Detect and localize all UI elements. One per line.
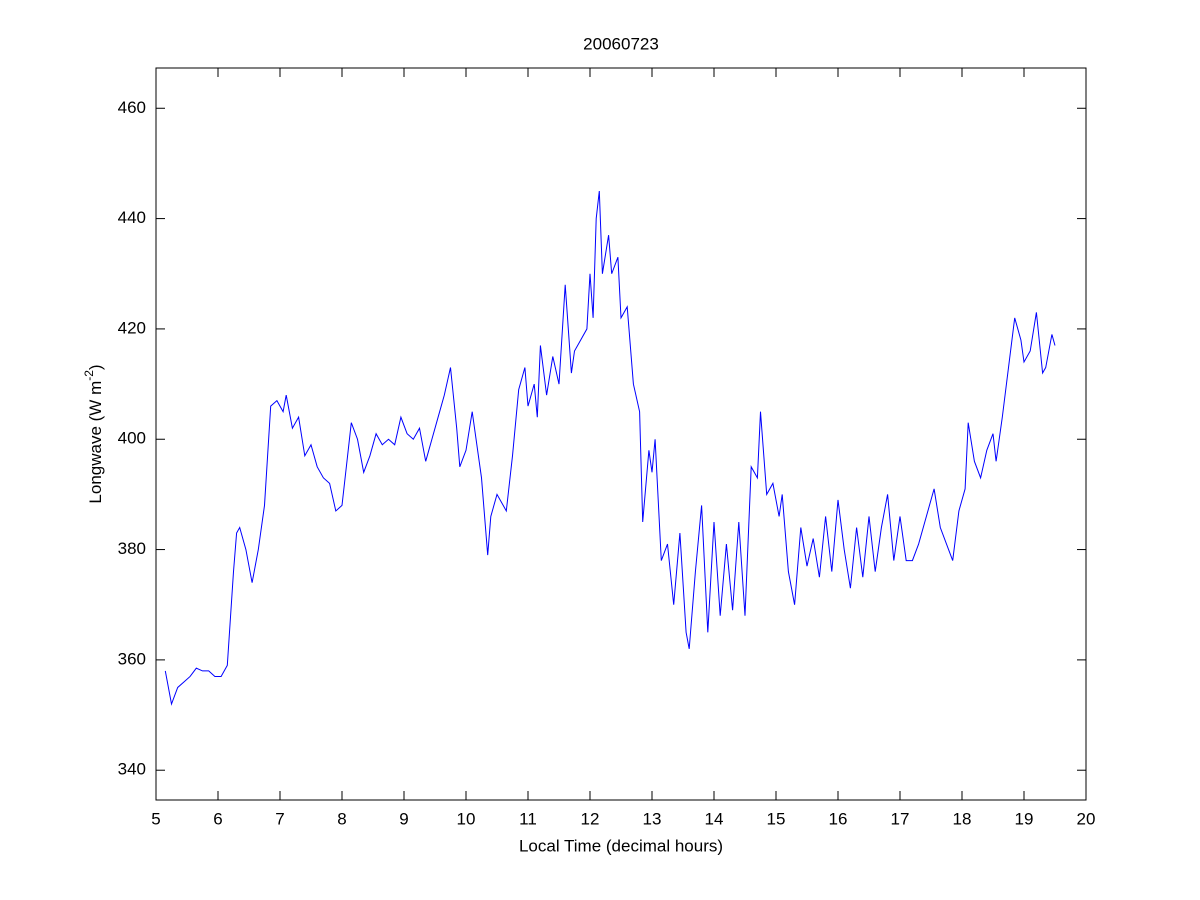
x-tick-label: 13 bbox=[643, 809, 662, 828]
x-tick-label: 9 bbox=[399, 809, 408, 828]
x-tick-label: 5 bbox=[151, 809, 160, 828]
x-tick-label: 16 bbox=[829, 809, 848, 828]
y-label-end: ) bbox=[86, 364, 105, 370]
data-line bbox=[164, 190, 1056, 706]
y-tick-label: 360 bbox=[118, 649, 146, 668]
x-tick-label: 6 bbox=[213, 809, 222, 828]
y-label-superscript: -2 bbox=[82, 370, 96, 381]
chart-title: 20060723 bbox=[583, 34, 659, 53]
x-tick-label: 15 bbox=[767, 809, 786, 828]
y-tick-label: 440 bbox=[118, 208, 146, 227]
y-tick-label: 400 bbox=[118, 429, 146, 448]
y-tick-label: 460 bbox=[118, 98, 146, 117]
x-tick-label: 12 bbox=[581, 809, 600, 828]
x-tick-label: 20 bbox=[1077, 809, 1096, 828]
x-tick-label: 18 bbox=[953, 809, 972, 828]
x-tick-label: 19 bbox=[1015, 809, 1034, 828]
x-tick-label: 11 bbox=[519, 809, 537, 828]
plot-frame bbox=[155, 67, 1087, 801]
x-tick-label: 8 bbox=[337, 809, 346, 828]
x-tick-label: 14 bbox=[705, 809, 724, 828]
x-tick-label: 7 bbox=[275, 809, 284, 828]
y-label-main: Longwave (W m bbox=[86, 381, 105, 504]
y-axis-label: Longwave (W m-2) bbox=[82, 364, 105, 503]
y-tick-label: 380 bbox=[118, 539, 146, 558]
x-tick-label: 17 bbox=[891, 809, 910, 828]
x-tick-label: 10 bbox=[457, 809, 476, 828]
y-tick-label: 420 bbox=[118, 318, 146, 337]
x-axis-label: Local Time (decimal hours) bbox=[519, 836, 723, 855]
y-tick-label: 340 bbox=[118, 760, 146, 779]
